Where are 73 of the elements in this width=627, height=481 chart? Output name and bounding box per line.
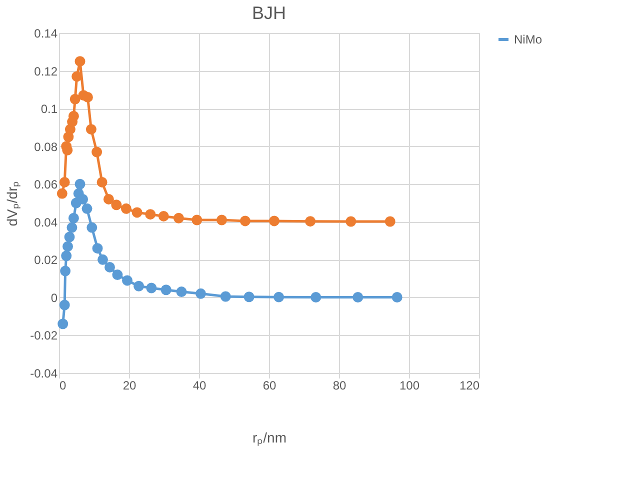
point (134, 280, 144, 292)
point (61, 250, 72, 262)
point (78, 194, 88, 204)
point (132, 207, 142, 218)
point (98, 254, 108, 265)
point (145, 209, 156, 220)
y-tick-label: 0.04 (34, 215, 58, 230)
chart-title: BJH (252, 3, 286, 23)
point (192, 214, 202, 226)
point (96, 176, 108, 188)
point (120, 203, 132, 214)
point (60, 266, 71, 276)
point (103, 194, 114, 204)
y-tick-label: 0 (50, 290, 58, 305)
point (82, 92, 93, 102)
point (160, 284, 172, 296)
y-tick-label: 0.06 (34, 178, 58, 192)
x-tick-label: 60 (262, 378, 276, 392)
point (64, 232, 75, 242)
x-tick-label: 40 (192, 378, 206, 392)
point (56, 188, 68, 199)
point (392, 292, 402, 302)
point (220, 291, 231, 302)
point (216, 214, 227, 226)
point (58, 318, 68, 330)
point (352, 292, 364, 302)
point (82, 203, 92, 214)
y-tick-label: -0.04 (30, 366, 58, 380)
legend-label: NiMo (514, 32, 542, 46)
point (68, 110, 79, 122)
point (122, 275, 132, 286)
point (86, 124, 96, 135)
y-tick-label: 0.08 (34, 140, 58, 154)
point (244, 292, 254, 302)
point (173, 212, 184, 224)
point (346, 216, 356, 227)
point (68, 212, 79, 224)
y-tick-label: 0.14 (34, 26, 58, 40)
point (158, 210, 169, 222)
x-tick-label: 100 (399, 378, 420, 392)
y-tick-label: 0.02 (34, 253, 58, 268)
x-axis-title: rₚ/nm (252, 430, 286, 446)
x-tick-label: 80 (332, 378, 346, 392)
point (59, 300, 70, 310)
point (66, 222, 78, 233)
point (274, 292, 284, 302)
point (62, 241, 73, 252)
point (240, 216, 250, 226)
point (86, 222, 98, 233)
point (176, 286, 187, 298)
y-tick-label: -0.02 (30, 328, 58, 343)
y-axis-title: dVₚ/drₚ (4, 180, 22, 226)
point (146, 282, 157, 294)
x-tick-label: 0 (60, 378, 66, 392)
point (70, 94, 80, 104)
point (92, 146, 102, 158)
point (72, 71, 82, 82)
point (74, 178, 86, 190)
point (104, 262, 115, 272)
point (310, 292, 322, 302)
point (269, 216, 280, 226)
point (305, 216, 316, 227)
y-tick-label: 0.1 (40, 102, 58, 116)
point (74, 56, 86, 67)
point (112, 270, 123, 280)
point (384, 216, 396, 227)
point (59, 176, 70, 188)
y-tick-label: 0.12 (34, 64, 58, 78)
x-tick-label: 20 (122, 378, 136, 392)
point (196, 288, 206, 299)
point (111, 200, 122, 210)
point (92, 243, 103, 254)
x-tick-label: 120 (459, 378, 480, 392)
